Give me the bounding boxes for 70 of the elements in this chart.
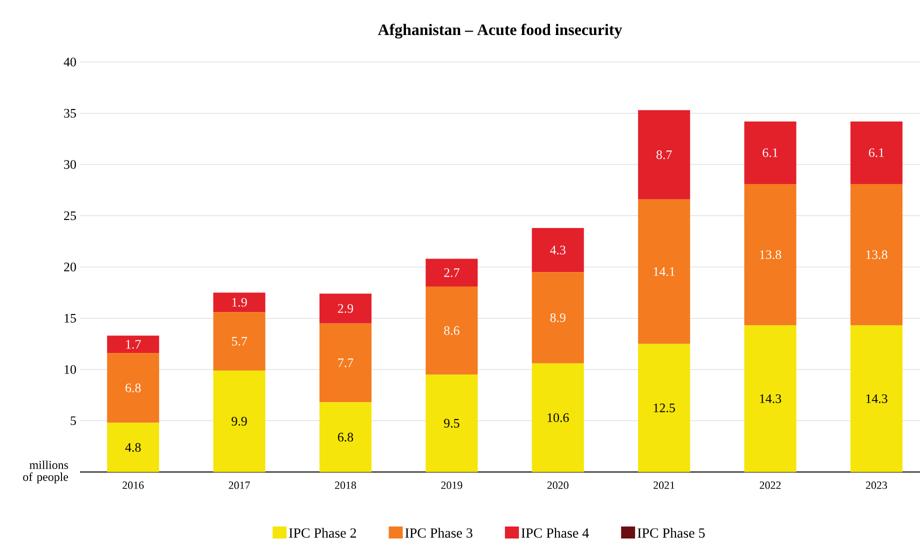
bar — [213, 292, 266, 312]
bar — [319, 402, 372, 472]
legend-label: IPC Phase 2 — [289, 528, 356, 538]
bar — [744, 184, 796, 326]
data-label: 1.9 — [232, 298, 247, 307]
data-label: 13.8 — [760, 250, 782, 260]
x-tick-label: 2018 — [335, 482, 356, 489]
bar — [213, 312, 266, 371]
data-label: 8.6 — [444, 326, 460, 335]
y-tick-label: 40 — [64, 58, 76, 66]
bar — [638, 110, 690, 200]
bar — [532, 228, 584, 272]
bar — [532, 363, 584, 472]
data-label: 5.7 — [232, 336, 248, 346]
bar — [744, 325, 796, 472]
data-label: 1.7 — [126, 340, 141, 349]
bar — [426, 286, 478, 375]
bar — [107, 353, 160, 423]
data-label: 14.3 — [760, 394, 782, 404]
data-label: 9.5 — [444, 418, 460, 428]
bar — [319, 323, 372, 402]
bar — [638, 199, 690, 344]
x-tick-label: 2020 — [547, 482, 568, 489]
data-label: 6.1 — [762, 148, 778, 158]
chart-title: Afghanistan – Acute food insecurity — [378, 24, 622, 38]
bar — [213, 370, 266, 472]
data-label: 6.8 — [338, 432, 354, 442]
y-tick-label: 15 — [64, 314, 76, 323]
x-tick-label: 2023 — [866, 482, 887, 489]
bar — [319, 294, 372, 324]
data-label: 4.3 — [550, 246, 566, 254]
y-tick-label: 25 — [64, 211, 76, 220]
data-label: 12.5 — [654, 404, 675, 412]
data-label: 7.7 — [338, 358, 354, 368]
bar — [850, 184, 902, 326]
y-tick-label: 35 — [64, 108, 76, 118]
data-label: 10.6 — [548, 413, 569, 422]
data-label: 2.7 — [444, 268, 460, 278]
data-label: 14.1 — [654, 267, 675, 276]
legend-label: IPC Phase 3 — [405, 528, 472, 538]
x-tick-label: 2022 — [760, 482, 781, 489]
data-label: 6.8 — [126, 384, 141, 392]
data-label: 13.8 — [866, 250, 888, 260]
bar — [850, 325, 902, 472]
x-tick-label: 2017 — [228, 482, 250, 489]
y-tick-label: 5 — [70, 416, 76, 426]
bar — [532, 272, 584, 364]
y-tick-label: 20 — [64, 262, 76, 272]
data-label: 14.3 — [866, 394, 888, 404]
x-tick-label: 2019 — [441, 482, 462, 489]
x-tick-label: 2021 — [654, 482, 674, 489]
x-tick-label: 2016 — [122, 482, 144, 489]
data-label: 8.7 — [656, 150, 672, 160]
bar — [850, 121, 902, 184]
legend-label: IPC Phase 5 — [638, 528, 705, 538]
y-axis-title: millions of people — [23, 460, 68, 484]
bar — [107, 422, 160, 472]
bar — [638, 344, 690, 472]
legend-label: IPC Phase 4 — [521, 528, 589, 538]
y-tick-label: 30 — [64, 160, 76, 169]
data-label: 4.8 — [125, 443, 141, 452]
data-label: 8.9 — [550, 313, 566, 322]
bar — [426, 374, 478, 472]
data-label: 2.9 — [338, 304, 354, 313]
data-label: 9.9 — [232, 416, 247, 426]
y-tick-label: 10 — [64, 365, 76, 374]
bar — [107, 336, 160, 354]
bar — [426, 258, 478, 286]
bar — [744, 121, 796, 184]
data-label: 6.1 — [868, 148, 884, 158]
